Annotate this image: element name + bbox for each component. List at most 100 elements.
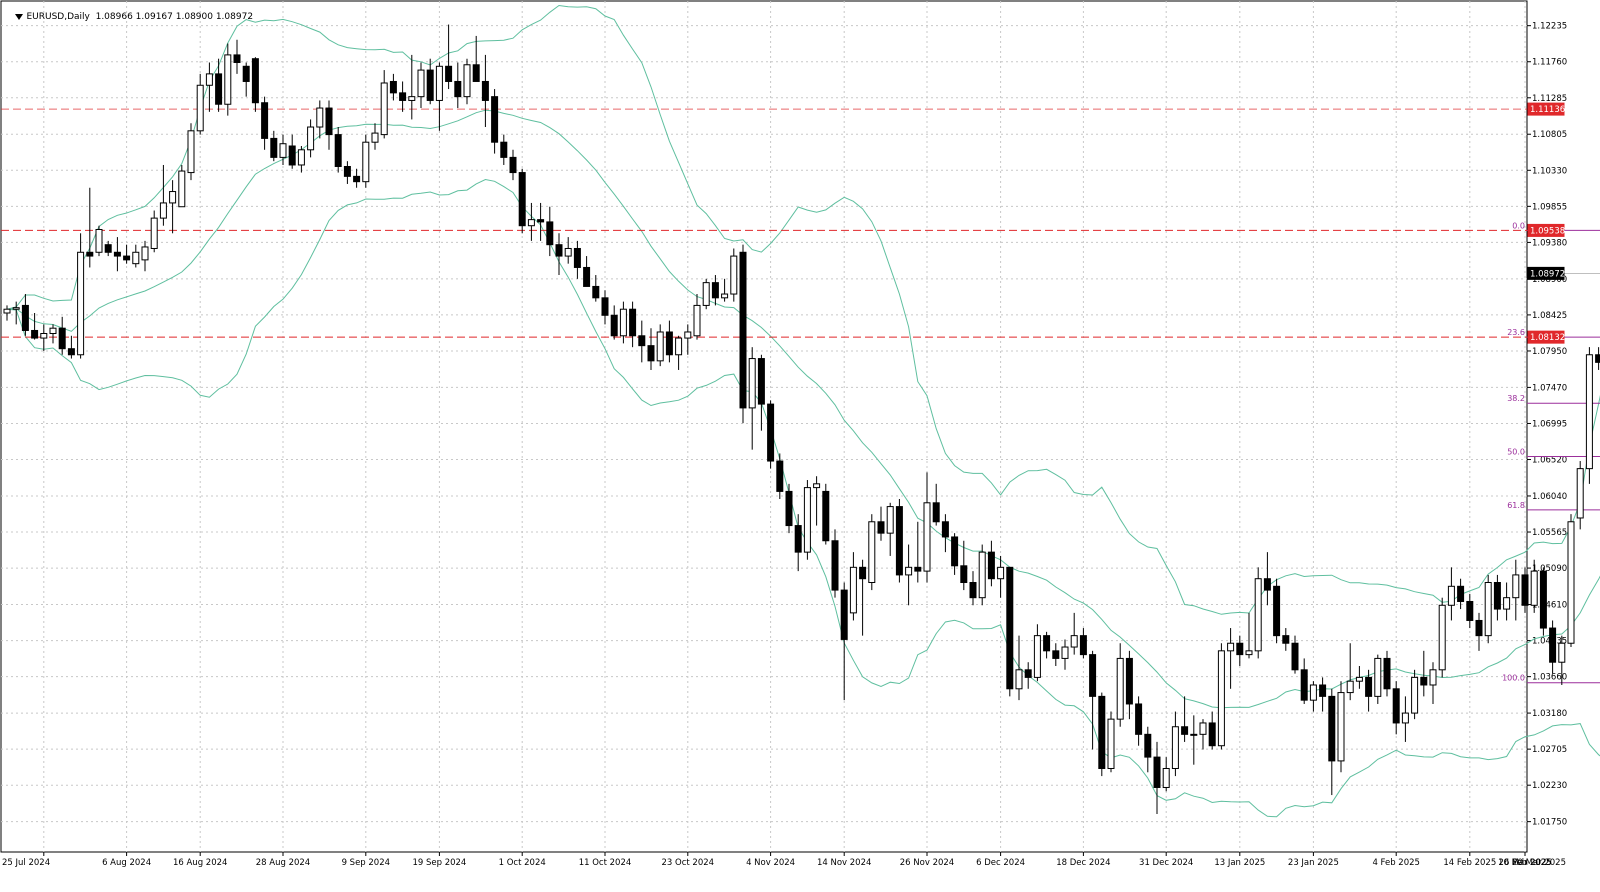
bear-candle-body xyxy=(555,244,563,257)
candle xyxy=(1254,567,1262,659)
y-tick-label: 1.05090 xyxy=(1532,564,1567,574)
candle xyxy=(242,62,250,97)
bear-candle-body xyxy=(67,348,75,356)
candle xyxy=(1521,567,1529,613)
y-tick-label: 1.07950 xyxy=(1532,347,1567,357)
candle xyxy=(1079,628,1087,659)
bull-candle-body xyxy=(297,149,305,166)
hline-price-label-box xyxy=(1527,223,1565,237)
candle xyxy=(647,328,655,370)
bear-candle-body xyxy=(665,331,673,356)
bull-candle-body xyxy=(1070,635,1078,648)
candle xyxy=(187,123,195,181)
candle xyxy=(610,305,618,340)
candle xyxy=(1171,711,1179,777)
bull-candle-body xyxy=(3,308,11,314)
bull-candle-body xyxy=(380,82,388,136)
bull-candle-body xyxy=(12,307,20,310)
candle xyxy=(1273,578,1281,644)
candle xyxy=(159,164,167,226)
candle xyxy=(1024,662,1032,689)
y-tick-label: 1.12235 xyxy=(1532,22,1567,32)
candle xyxy=(104,240,112,257)
x-tick-label: 26 Feb 2025 xyxy=(1499,858,1552,868)
bear-candle-body xyxy=(215,73,223,105)
candle xyxy=(196,73,204,135)
bull-candle-body xyxy=(997,566,1005,580)
candle xyxy=(1033,624,1041,682)
bull-candle-body xyxy=(527,219,535,227)
bear-candle-body xyxy=(104,244,112,253)
y-tick-label: 1.10330 xyxy=(1532,166,1567,176)
y-tick-label: 1.07470 xyxy=(1532,383,1567,393)
symbol-label: EURUSD,Daily xyxy=(26,12,90,22)
x-tick-label: 4 Feb 2025 xyxy=(1372,858,1420,868)
bear-candle-body xyxy=(1457,585,1465,602)
candle xyxy=(1328,688,1336,796)
bear-candle-body xyxy=(629,308,637,337)
bear-candle-body xyxy=(325,107,333,136)
bear-candle-body xyxy=(1493,582,1501,610)
bear-candle-body xyxy=(601,297,609,316)
bear-candle-body xyxy=(1135,703,1143,735)
bear-candle-body xyxy=(960,565,968,584)
candle xyxy=(1006,566,1014,697)
bull-candle-body xyxy=(1438,604,1446,671)
candle xyxy=(1061,639,1069,670)
candle xyxy=(905,544,913,606)
bear-candle-body xyxy=(583,266,591,287)
collapse-triangle-icon[interactable] xyxy=(15,13,24,20)
candle xyxy=(205,62,213,112)
fib-level-label: 0.0 xyxy=(1512,221,1525,230)
candle xyxy=(1401,696,1409,742)
candle xyxy=(601,290,609,325)
candle xyxy=(1466,593,1474,629)
bear-candle-body xyxy=(1595,354,1600,363)
hline-price-label: 1.08132 xyxy=(1530,333,1565,343)
bull-candle-body xyxy=(1217,650,1225,747)
bear-candle-body xyxy=(1079,635,1087,656)
candle xyxy=(1015,635,1023,701)
candle xyxy=(721,278,729,302)
x-tick-label: 23 Oct 2024 xyxy=(662,858,715,868)
bear-candle-body xyxy=(1319,684,1327,697)
fib-level-label: 61.8 xyxy=(1507,501,1525,510)
candle xyxy=(546,206,554,257)
candle xyxy=(408,54,416,120)
bear-candle-body xyxy=(546,221,554,246)
candle xyxy=(730,248,738,302)
y-tick-label: 1.04610 xyxy=(1532,601,1567,611)
bear-candle-body xyxy=(1052,650,1060,659)
candle xyxy=(1549,620,1557,674)
x-tick-label: 14 Feb 2025 xyxy=(1443,858,1496,868)
candle xyxy=(1291,635,1299,674)
bull-candle-body xyxy=(1227,642,1235,652)
bear-candle-body xyxy=(86,251,94,257)
y-tick-label: 1.11760 xyxy=(1532,58,1567,68)
fib-level-label: 23.6 xyxy=(1507,328,1525,337)
candle xyxy=(95,225,103,257)
bear-candle-body xyxy=(1236,642,1244,656)
bull-candle-body xyxy=(1346,680,1354,694)
y-tick-label: 1.09380 xyxy=(1532,238,1567,248)
candle xyxy=(877,506,885,541)
bear-candle-body xyxy=(334,134,342,167)
candle xyxy=(1190,715,1198,765)
bull-candle-body xyxy=(1558,642,1566,663)
candle xyxy=(169,180,177,234)
candle xyxy=(463,58,471,105)
bear-candle-body xyxy=(1300,669,1308,701)
candle xyxy=(1162,757,1170,792)
bear-candle-body xyxy=(1365,676,1373,697)
bear-candle-body xyxy=(1475,619,1483,637)
bull-candle-body xyxy=(693,304,701,337)
bull-candle-body xyxy=(923,502,931,572)
bull-candle-body xyxy=(132,251,140,265)
x-tick-label: 13 Jan 2025 xyxy=(1214,858,1265,868)
ohlc-readout: 1.08966 1.09167 1.08900 1.08972 xyxy=(95,12,254,22)
candle xyxy=(840,582,848,701)
bear-candle-body xyxy=(840,589,848,640)
bear-candle-body xyxy=(1144,733,1152,758)
